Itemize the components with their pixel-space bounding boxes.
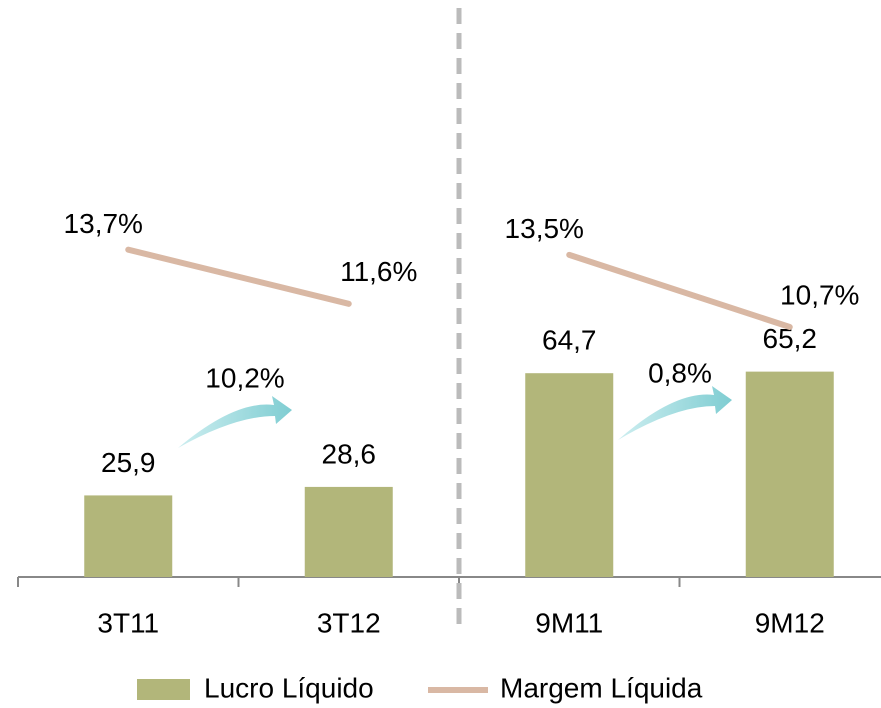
legend-label: Margem Líquida: [500, 672, 703, 703]
line-label: 11,6%: [340, 256, 417, 287]
x-tick-label: 9M12: [755, 607, 825, 638]
x-tick-label: 3T12: [317, 607, 381, 638]
bar: [525, 373, 614, 577]
margin-line: [125, 246, 352, 307]
x-tick-label: 9M11: [535, 607, 603, 638]
growth-arrow: [618, 386, 732, 440]
growth-label: 0,8%: [648, 357, 712, 388]
line-label: 13,5%: [505, 213, 584, 244]
growth-label: 10,2%: [205, 362, 284, 393]
bar: [84, 495, 173, 577]
legend-swatch: [137, 679, 190, 700]
line-label: 10,7%: [780, 279, 859, 310]
x-tick-label: 3T11: [97, 607, 159, 638]
growth-arrow: [178, 396, 292, 448]
margin-line: [566, 251, 793, 331]
bar-label: 25,9: [101, 447, 156, 478]
bar: [745, 371, 834, 577]
line-label: 13,7%: [64, 208, 143, 239]
bar: [304, 486, 393, 577]
bar-label: 28,6: [322, 438, 377, 469]
legend-label: Lucro Líquido: [204, 672, 374, 703]
bar-label: 64,7: [542, 325, 597, 356]
